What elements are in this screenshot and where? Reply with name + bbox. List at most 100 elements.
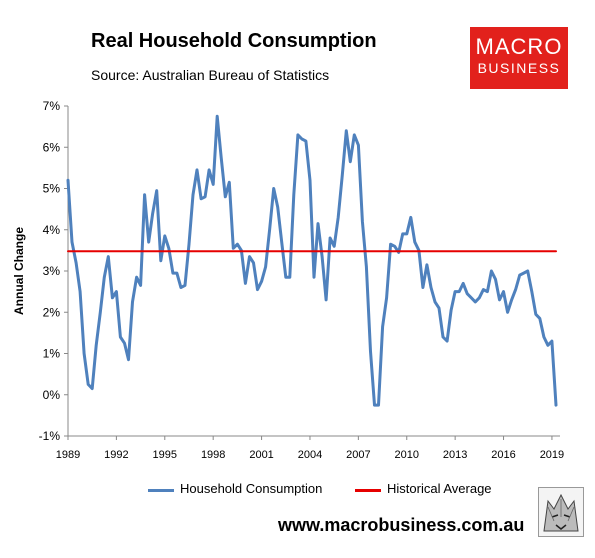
data-point	[430, 286, 432, 289]
legend-swatch-household-consumption	[148, 489, 174, 492]
data-point	[204, 196, 206, 198]
chart-axes	[64, 105, 560, 440]
data-point	[164, 235, 166, 237]
data-point	[87, 383, 89, 386]
data-point	[490, 270, 493, 272]
x-tick-label: 1989	[56, 449, 80, 461]
data-point	[510, 299, 513, 301]
data-point	[321, 255, 323, 258]
data-point	[309, 179, 311, 182]
data-point	[466, 292, 469, 295]
data-point	[75, 262, 77, 264]
data-point	[337, 216, 340, 219]
data-point	[155, 189, 158, 192]
data-point	[83, 352, 85, 355]
data-point	[498, 299, 501, 301]
data-point	[365, 266, 368, 268]
data-point	[289, 276, 291, 279]
x-tick-label: 2004	[298, 449, 322, 461]
x-tick-label: 2001	[249, 449, 273, 461]
data-point	[401, 233, 404, 235]
data-point	[385, 297, 388, 299]
legend-swatch-historical-average	[355, 489, 381, 492]
data-point	[470, 297, 473, 299]
data-point	[450, 309, 452, 312]
source-subtitle: Source: Australian Bureau of Statistics	[91, 67, 330, 83]
y-tick-label: 7%	[43, 99, 61, 113]
data-point	[95, 344, 97, 347]
data-point	[305, 140, 307, 142]
data-point	[535, 313, 537, 316]
data-point	[442, 336, 444, 338]
data-point	[147, 241, 150, 243]
data-point	[369, 350, 372, 353]
chart-series	[66, 114, 558, 407]
data-point	[200, 198, 202, 200]
x-tick-label: 2016	[491, 449, 515, 461]
data-point	[151, 212, 154, 214]
data-point	[531, 290, 533, 293]
data-point	[79, 290, 81, 293]
data-point	[208, 169, 210, 171]
data-point	[345, 130, 348, 132]
data-point	[555, 404, 557, 406]
data-point	[139, 284, 142, 287]
page-title: Real Household Consumption	[91, 30, 377, 52]
y-tick-label: 4%	[43, 223, 61, 237]
data-point	[260, 280, 263, 283]
data-point	[228, 181, 231, 184]
legend-label-household-consumption: Household Consumption	[180, 481, 323, 496]
data-point	[514, 288, 517, 291]
data-point	[389, 243, 392, 245]
data-point	[248, 255, 251, 258]
data-point	[272, 187, 275, 190]
x-tick-label: 1992	[104, 449, 128, 461]
data-point	[123, 342, 126, 345]
data-point	[543, 336, 545, 338]
data-point	[232, 247, 235, 250]
chart-labels: -1% 0% 1% 2% 3% 4% 5% 6% 7% 1989 1992 1995 1998 2001 2…	[12, 99, 564, 461]
data-point	[176, 272, 178, 274]
data-point	[276, 206, 279, 208]
logo-line-1: MACRO	[475, 34, 563, 59]
data-point	[329, 237, 331, 239]
data-point	[422, 286, 424, 289]
data-point	[168, 247, 170, 250]
data-point	[414, 241, 416, 243]
data-point	[373, 404, 376, 406]
data-point	[143, 193, 146, 196]
data-point	[127, 358, 130, 361]
data-point	[518, 274, 521, 276]
data-point	[160, 259, 162, 262]
data-point	[252, 262, 255, 264]
data-point	[406, 233, 408, 235]
data-point	[341, 175, 344, 177]
data-point	[119, 336, 122, 338]
x-tick-label: 2007	[346, 449, 370, 461]
data-point	[349, 160, 352, 163]
data-point	[256, 288, 259, 291]
wolf-logo-icon	[538, 487, 584, 537]
data-point	[357, 144, 360, 146]
data-point	[333, 245, 336, 248]
data-point	[478, 297, 481, 299]
data-point	[353, 134, 356, 136]
data-point	[280, 241, 283, 243]
data-point	[381, 325, 384, 328]
data-point	[236, 243, 239, 245]
data-point	[462, 282, 465, 285]
data-point	[285, 276, 287, 279]
data-point	[474, 301, 477, 303]
data-point	[115, 290, 118, 293]
data-point	[67, 179, 69, 182]
data-point	[103, 276, 106, 279]
data-point	[220, 156, 222, 159]
data-point	[188, 243, 190, 245]
data-point	[216, 115, 218, 118]
x-tick-label: 2013	[443, 449, 467, 461]
data-point	[131, 301, 134, 303]
data-point	[547, 344, 549, 347]
y-tick-label: 6%	[43, 140, 61, 154]
data-point	[438, 307, 440, 309]
data-point	[526, 270, 529, 272]
